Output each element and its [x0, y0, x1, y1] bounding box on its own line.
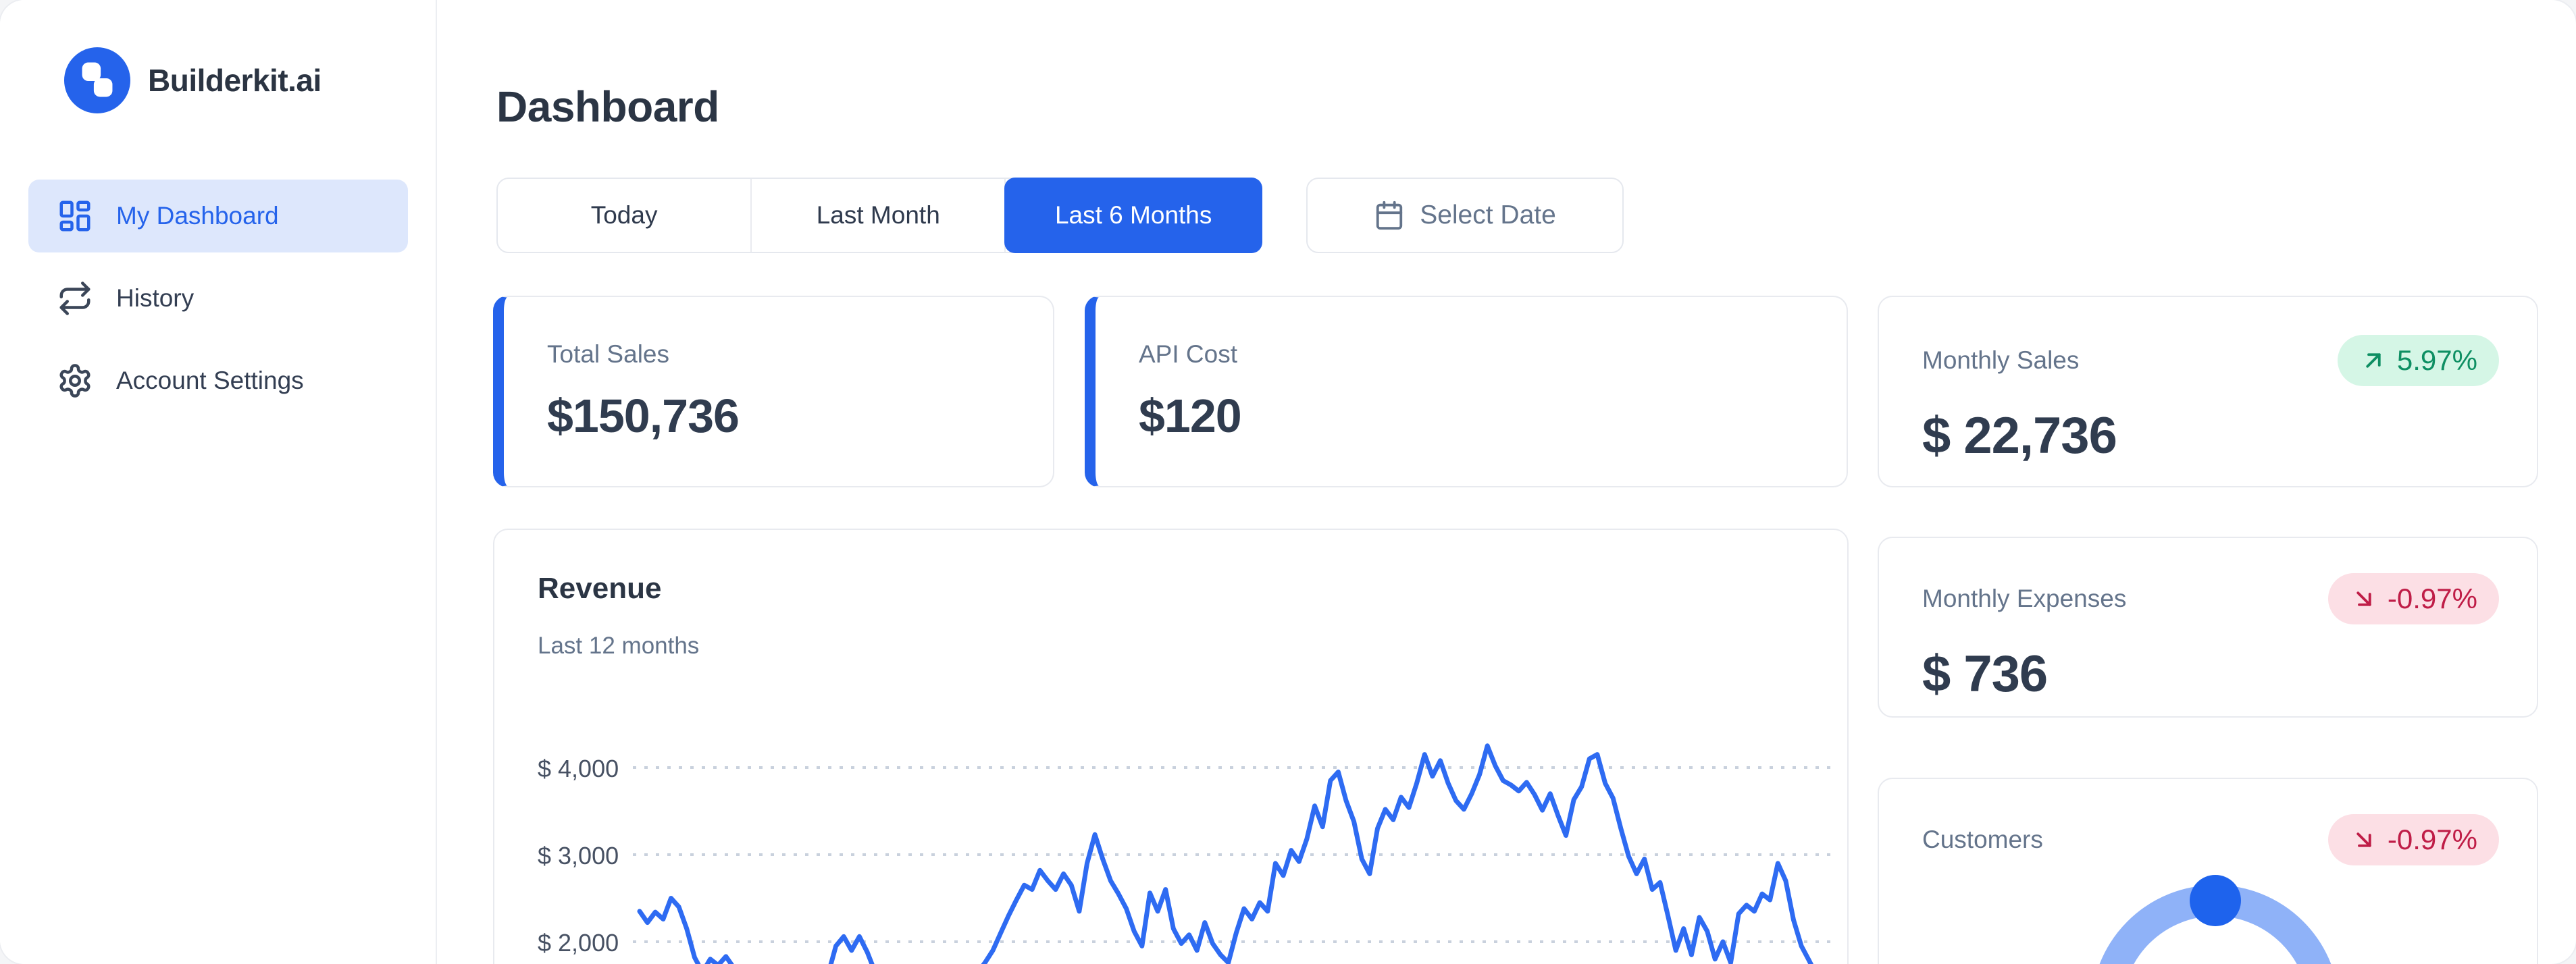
stat-label: Total Sales [547, 340, 669, 368]
y-axis-label: $ 2,000 [538, 929, 619, 957]
api-cost-card: API Cost $120 [1085, 296, 1848, 487]
page-title: Dashboard [496, 82, 719, 131]
stat-label: Customers [1922, 826, 2043, 853]
date-range-tabs: Today Last Month Last 6 Months [496, 178, 1262, 253]
brand-name: Builderkit.ai [148, 63, 321, 98]
trend-badge: -0.97% [2327, 814, 2499, 865]
sidebar-item-label: Account Settings [116, 367, 304, 394]
trend-badge: -0.97% [2327, 573, 2499, 624]
arrow-down-right-icon [2356, 591, 2371, 606]
calendar-icon [1376, 200, 1403, 230]
sidebar: Builderkit.ai My Dashboard History [0, 0, 437, 964]
chart-subtitle: Last 12 months [538, 633, 700, 659]
tab-last-6-months[interactable]: Last 6 Months [1004, 178, 1262, 253]
chart-title: Revenue [538, 572, 662, 605]
sidebar-item-label: My Dashboard [116, 202, 279, 230]
repeat-icon [59, 282, 91, 315]
total-sales-card: Total Sales $150,736 [493, 296, 1054, 487]
sidebar-item-label: History [116, 284, 195, 312]
stat-label: Monthly Sales [1922, 346, 2080, 374]
y-axis-label: $ 4,000 [538, 755, 619, 782]
stat-label: API Cost [1139, 340, 1237, 368]
brand-logo[interactable]: Builderkit.ai [64, 47, 321, 113]
arrow-up-right-icon [2366, 353, 2381, 368]
stat-value: $150,736 [547, 390, 740, 442]
sidebar-item-my-dashboard[interactable]: My Dashboard [28, 180, 408, 252]
stat-value: $ 22,736 [1922, 407, 2117, 464]
sidebar-item-account-settings[interactable]: Account Settings [28, 344, 408, 417]
gear-icon [59, 364, 91, 398]
select-date-button[interactable]: Select Date [1306, 178, 1624, 253]
layout-dashboard-icon [59, 200, 91, 232]
builderkit-logo-icon [64, 47, 130, 113]
revenue-chart-card: Revenue Last 12 months $ 4,000 $ 3,000 $… [493, 529, 1849, 964]
stat-value: $120 [1139, 390, 1242, 442]
select-date-label: Select Date [1420, 200, 1556, 230]
monthly-sales-card: Monthly Sales 5.97% $ 22,736 [1878, 296, 2538, 487]
revenue-line-chart [633, 743, 1833, 964]
customers-card: Customers -0.97% [1878, 778, 2538, 964]
tab-last-month[interactable]: Last Month [752, 179, 1006, 252]
sidebar-item-history[interactable]: History [28, 262, 408, 335]
tab-today[interactable]: Today [498, 179, 752, 252]
customers-gauge-knob [2190, 875, 2241, 926]
trend-badge: 5.97% [2337, 335, 2499, 386]
stat-label: Monthly Expenses [1922, 585, 2127, 612]
sidebar-nav: My Dashboard History Account Settings [28, 180, 408, 417]
stat-value: $ 736 [1922, 645, 2048, 703]
y-axis-label: $ 3,000 [538, 842, 619, 869]
monthly-expenses-card: Monthly Expenses -0.97% $ 736 [1878, 537, 2538, 718]
arrow-down-right-icon [2356, 832, 2371, 847]
